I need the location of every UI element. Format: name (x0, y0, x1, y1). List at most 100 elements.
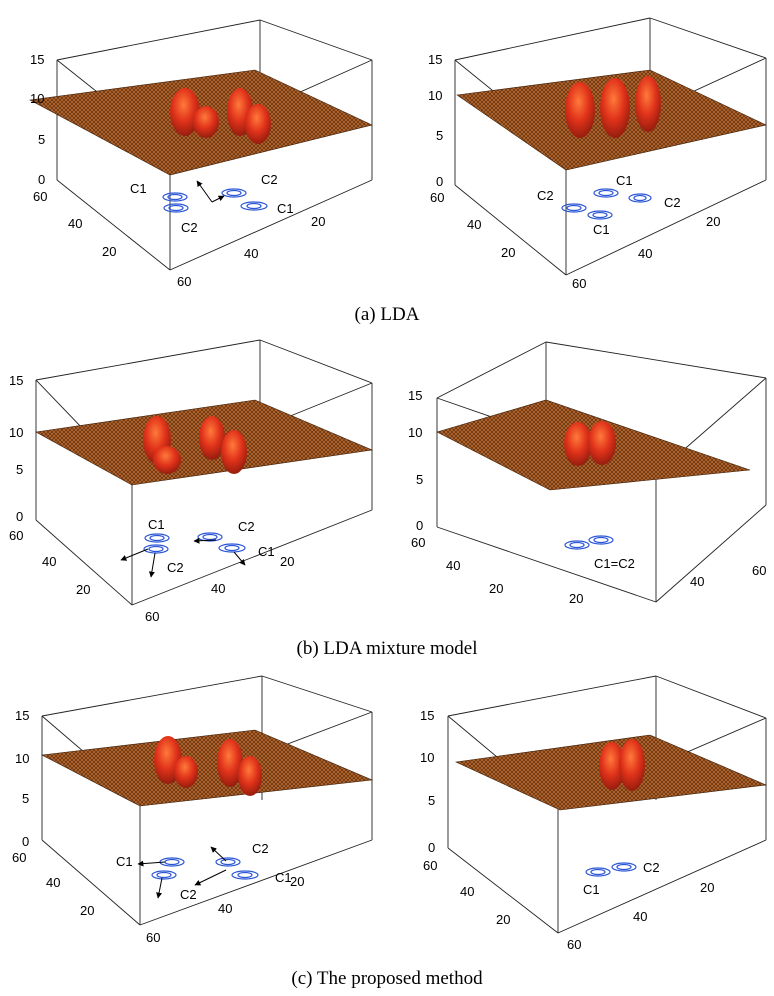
x-ticks: 60 40 20 (572, 214, 720, 291)
y-ticks: 60 40 20 (411, 535, 503, 596)
axis-tick-label: 10 (408, 425, 422, 440)
peaks (154, 736, 262, 796)
axis-tick-label: 0 (16, 509, 23, 524)
axis-tick-label: 20 (80, 903, 94, 918)
x-ticks: 60 40 20 (145, 554, 294, 624)
axis-tick-label: 5 (428, 793, 435, 808)
contours (585, 862, 637, 877)
caption-c: (c) The proposed method (291, 968, 483, 989)
axis-tick-label: 10 (15, 751, 29, 766)
cluster-label: C2 (537, 188, 554, 203)
z-ticks: 15 10 5 0 (9, 373, 23, 524)
axis-tick-label: 10 (9, 425, 23, 440)
peaks (565, 76, 661, 138)
axes-box (436, 341, 767, 603)
axis-tick-label: 0 (416, 518, 423, 533)
panel-c-right: C2 C1 15 10 5 0 60 40 20 60 40 20 (420, 675, 768, 952)
axis-tick-label: 20 (496, 912, 510, 927)
panel-b-left: C1 C2 C2 C1 15 10 5 0 60 40 20 60 40 20 (9, 339, 374, 624)
axis-tick-label: 20 (489, 581, 503, 596)
axis-tick-label: 60 (146, 930, 160, 945)
z-ticks: 15 10 5 0 (428, 52, 443, 189)
cluster-label: C2 (261, 172, 278, 187)
axis-tick-label: 60 (33, 189, 47, 204)
cluster-label: C1 (130, 181, 147, 196)
axis-tick-label: 20 (311, 214, 325, 229)
x-ticks: 60 40 20 (567, 880, 714, 952)
z-ticks: 15 10 5 0 (408, 388, 423, 533)
axis-tick-label: 0 (428, 840, 435, 855)
contours (561, 188, 652, 220)
panel-a-right: C1 C2 C2 C1 15 10 5 0 60 40 20 60 40 20 (428, 17, 767, 291)
arrows (196, 180, 225, 203)
cluster-label: C1 (593, 222, 610, 237)
axis-tick-label: 40 (446, 558, 460, 573)
y-ticks: 60 40 20 (430, 190, 515, 260)
cluster-label: C2 (643, 860, 660, 875)
axis-tick-label: 20 (706, 214, 720, 229)
axis-tick-label: 60 (12, 850, 26, 865)
cluster-label: C1 (275, 870, 292, 885)
axis-tick-label: 15 (420, 708, 434, 723)
panel-c-left: C1 C2 C2 C1 15 10 5 0 60 40 20 60 40 20 (12, 675, 374, 945)
caption-a: (a) LDA (355, 304, 420, 325)
axis-tick-label: 15 (30, 52, 44, 67)
contours (151, 857, 259, 880)
cluster-label: C1 (116, 854, 133, 869)
axis-tick-label: 60 (411, 535, 425, 550)
axis-tick-label: 40 (211, 581, 225, 596)
cluster-label: C1 (583, 882, 600, 897)
cluster-label: C1 (277, 201, 294, 216)
axis-tick-label: 40 (460, 884, 474, 899)
axis-tick-label: 15 (408, 388, 422, 403)
axis-tick-label: 40 (690, 574, 704, 589)
axis-tick-label: 20 (76, 582, 90, 597)
axis-tick-label: 40 (68, 216, 82, 231)
cluster-label: C1 (148, 517, 165, 532)
axis-tick-label: 20 (569, 591, 583, 606)
axis-tick-label: 20 (102, 244, 116, 259)
peaks (170, 88, 271, 144)
x-ticks: 20 40 60 (569, 563, 766, 606)
axes-box (41, 675, 373, 926)
axis-tick-label: 60 (430, 190, 444, 205)
cluster-label: C2 (167, 560, 184, 575)
axis-tick-label: 10 (30, 91, 44, 106)
cluster-label: C2 (664, 195, 681, 210)
contours (143, 532, 246, 554)
axis-tick-label: 0 (436, 174, 443, 189)
caption-b: (b) LDA mixture model (297, 638, 478, 659)
y-ticks: 60 40 20 (9, 528, 90, 597)
axis-tick-label: 60 (9, 528, 23, 543)
peaks (564, 421, 616, 466)
axis-tick-label: 40 (633, 909, 647, 924)
axis-tick-label: 5 (436, 128, 443, 143)
z-ticks: 15 10 5 0 (30, 52, 45, 187)
cluster-label: C1 (616, 173, 633, 188)
axis-tick-label: 20 (290, 874, 304, 889)
axis-tick-label: 15 (428, 52, 442, 67)
cluster-label: C2 (238, 519, 255, 534)
axis-tick-label: 5 (416, 472, 423, 487)
axis-tick-label: 20 (280, 554, 294, 569)
cluster-label: C1 (258, 544, 275, 559)
axis-tick-label: 5 (38, 132, 45, 147)
axis-tick-label: 40 (218, 901, 232, 916)
axis-tick-label: 60 (752, 563, 766, 578)
cluster-label: C2 (181, 220, 198, 235)
peaks (143, 416, 247, 474)
panel-b-right: C1=C2 15 10 5 0 60 40 20 20 40 60 (408, 341, 767, 606)
axis-tick-label: 10 (428, 88, 442, 103)
axis-tick-label: 40 (46, 875, 60, 890)
axis-tick-label: 40 (244, 246, 258, 261)
arrows (137, 846, 227, 899)
axis-tick-label: 20 (700, 880, 714, 895)
surface-plane (40, 729, 374, 807)
axis-tick-label: 60 (177, 274, 191, 289)
axis-tick-label: 60 (572, 276, 586, 291)
panel-a-left: C1 C2 C2 C1 15 10 5 0 60 40 20 60 40 20 (29, 19, 373, 289)
z-ticks: 15 10 5 0 (420, 708, 435, 855)
y-ticks: 60 40 20 (12, 850, 94, 918)
axis-tick-label: 60 (423, 858, 437, 873)
